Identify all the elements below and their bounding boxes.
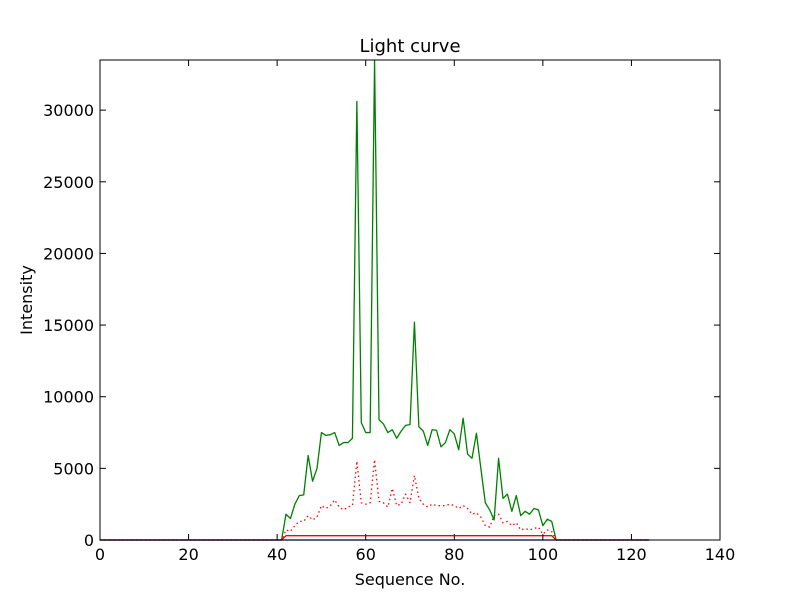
- tick-layer: 0 20 40 60 80 100 120 140 0 5000 10000 15000 20000 25…: [43, 60, 735, 564]
- y-tick-label: 30000: [43, 101, 94, 120]
- x-tick-label: 0: [95, 545, 105, 564]
- x-tick-label: 80: [444, 545, 464, 564]
- x-tick-label: 40: [267, 545, 287, 564]
- y-tick-label: 20000: [43, 244, 94, 263]
- series-line-2: [100, 459, 650, 541]
- y-tick-label: 25000: [43, 173, 94, 192]
- x-tick-label: 100: [528, 545, 559, 564]
- y-axis-label: Intensity: [17, 265, 36, 335]
- x-axis-label: Sequence No.: [355, 570, 466, 589]
- chart-title: Light curve: [359, 36, 460, 57]
- y-tick-label: 15000: [43, 316, 94, 335]
- plot-background: [100, 60, 720, 540]
- x-tick-label: 60: [356, 545, 376, 564]
- x-tick-label: 20: [178, 545, 198, 564]
- x-tick-label: 120: [616, 545, 647, 564]
- y-tick-label: 0: [84, 531, 94, 550]
- plot-frame: [99, 59, 721, 541]
- y-tick-label: 5000: [53, 459, 94, 478]
- y-tick-label: 10000: [43, 388, 94, 407]
- series-line-1: [100, 59, 650, 541]
- x-tick-label: 140: [705, 545, 736, 564]
